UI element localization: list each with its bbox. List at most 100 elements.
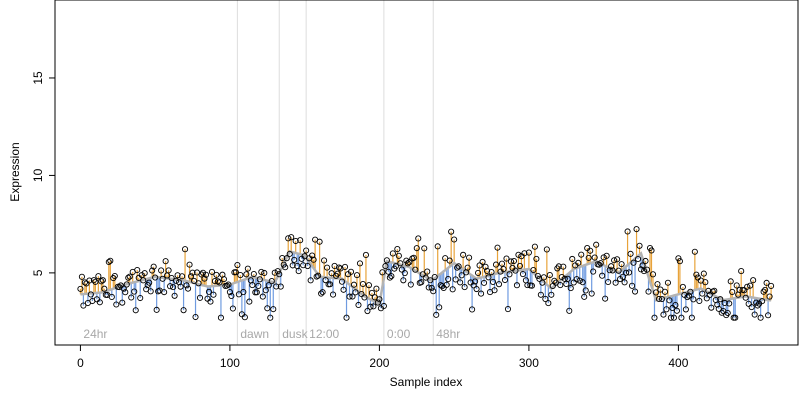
data-point — [676, 258, 683, 265]
data-point — [492, 261, 500, 268]
data-point — [386, 274, 393, 281]
data-point — [385, 268, 392, 275]
data-point — [322, 277, 329, 284]
data-point — [195, 280, 202, 287]
data-point — [350, 281, 358, 288]
data-point — [642, 257, 649, 265]
data-point — [122, 289, 129, 296]
data-point — [165, 267, 172, 274]
data-point — [264, 305, 271, 312]
data-point — [226, 288, 233, 296]
data-point — [608, 263, 615, 270]
data-point — [537, 291, 544, 298]
data-point — [77, 285, 84, 292]
data-point — [678, 314, 685, 321]
data-point — [540, 274, 547, 281]
data-point — [588, 290, 595, 297]
data-point — [693, 271, 700, 278]
data-point — [567, 285, 574, 292]
data-point — [631, 288, 639, 295]
x-tick-label: 100 — [220, 356, 240, 370]
data-point — [651, 314, 658, 321]
data-point — [736, 286, 743, 293]
data-point — [585, 254, 592, 261]
x-axis-label: Sample index — [390, 375, 463, 389]
data-point — [569, 255, 576, 263]
data-point — [277, 283, 284, 290]
section-label: 48hr — [436, 327, 460, 341]
data-point — [401, 270, 408, 277]
data-point — [443, 281, 450, 288]
data-point — [379, 269, 386, 276]
data-point — [658, 295, 666, 303]
data-point — [721, 299, 728, 307]
data-point — [258, 268, 265, 275]
data-point — [711, 287, 718, 294]
data-point — [624, 228, 631, 235]
data-point — [268, 278, 275, 285]
data-point — [349, 293, 356, 300]
data-point — [633, 226, 640, 233]
data-point — [634, 255, 642, 263]
data-point — [464, 264, 471, 271]
data-point — [551, 277, 558, 284]
data-point — [714, 301, 721, 308]
data-point — [210, 291, 217, 298]
data-point — [267, 314, 274, 321]
data-point — [159, 275, 166, 282]
data-point — [478, 290, 485, 297]
data-point — [596, 261, 603, 268]
y-axis: 5 10 15 — [31, 71, 55, 276]
data-point — [208, 268, 216, 275]
data-point — [307, 277, 314, 284]
section-label: 12:00 — [309, 327, 339, 341]
data-point — [724, 309, 731, 317]
data-point — [696, 297, 703, 305]
data-point — [295, 268, 302, 275]
data-point — [699, 290, 706, 297]
data-point — [660, 311, 667, 318]
data-point — [140, 277, 147, 284]
data-point — [183, 282, 190, 289]
data-point — [637, 266, 645, 273]
data-point — [205, 288, 213, 295]
data-point — [316, 238, 323, 245]
data-point — [648, 247, 655, 254]
data-point — [134, 266, 141, 274]
data-point — [469, 306, 476, 313]
data-point — [582, 287, 589, 294]
data-point — [356, 260, 364, 267]
data-point — [661, 288, 668, 295]
data-point — [353, 272, 361, 279]
data-point — [552, 279, 559, 286]
data-point — [119, 299, 126, 306]
data-point — [425, 284, 432, 291]
data-point — [309, 252, 316, 259]
data-point — [618, 261, 625, 268]
data-point — [503, 255, 510, 262]
data-point — [649, 271, 657, 278]
data-point — [421, 245, 428, 252]
data-point — [708, 304, 715, 311]
data-point — [418, 279, 425, 286]
data-point — [645, 288, 652, 295]
data-point — [717, 296, 724, 303]
data-point — [433, 311, 440, 318]
data-point — [243, 271, 250, 278]
data-point — [319, 289, 326, 296]
data-point — [576, 277, 583, 284]
data-point — [189, 269, 196, 276]
data-point — [581, 293, 588, 300]
data-point — [548, 291, 555, 298]
data-point — [362, 251, 370, 259]
data-point — [615, 267, 622, 274]
data-point — [123, 281, 130, 288]
data-point — [182, 246, 189, 253]
data-point — [611, 257, 618, 264]
data-point — [153, 306, 160, 313]
data-point — [249, 282, 256, 289]
data-point — [573, 276, 580, 283]
data-point — [742, 294, 749, 301]
data-point — [455, 263, 462, 270]
